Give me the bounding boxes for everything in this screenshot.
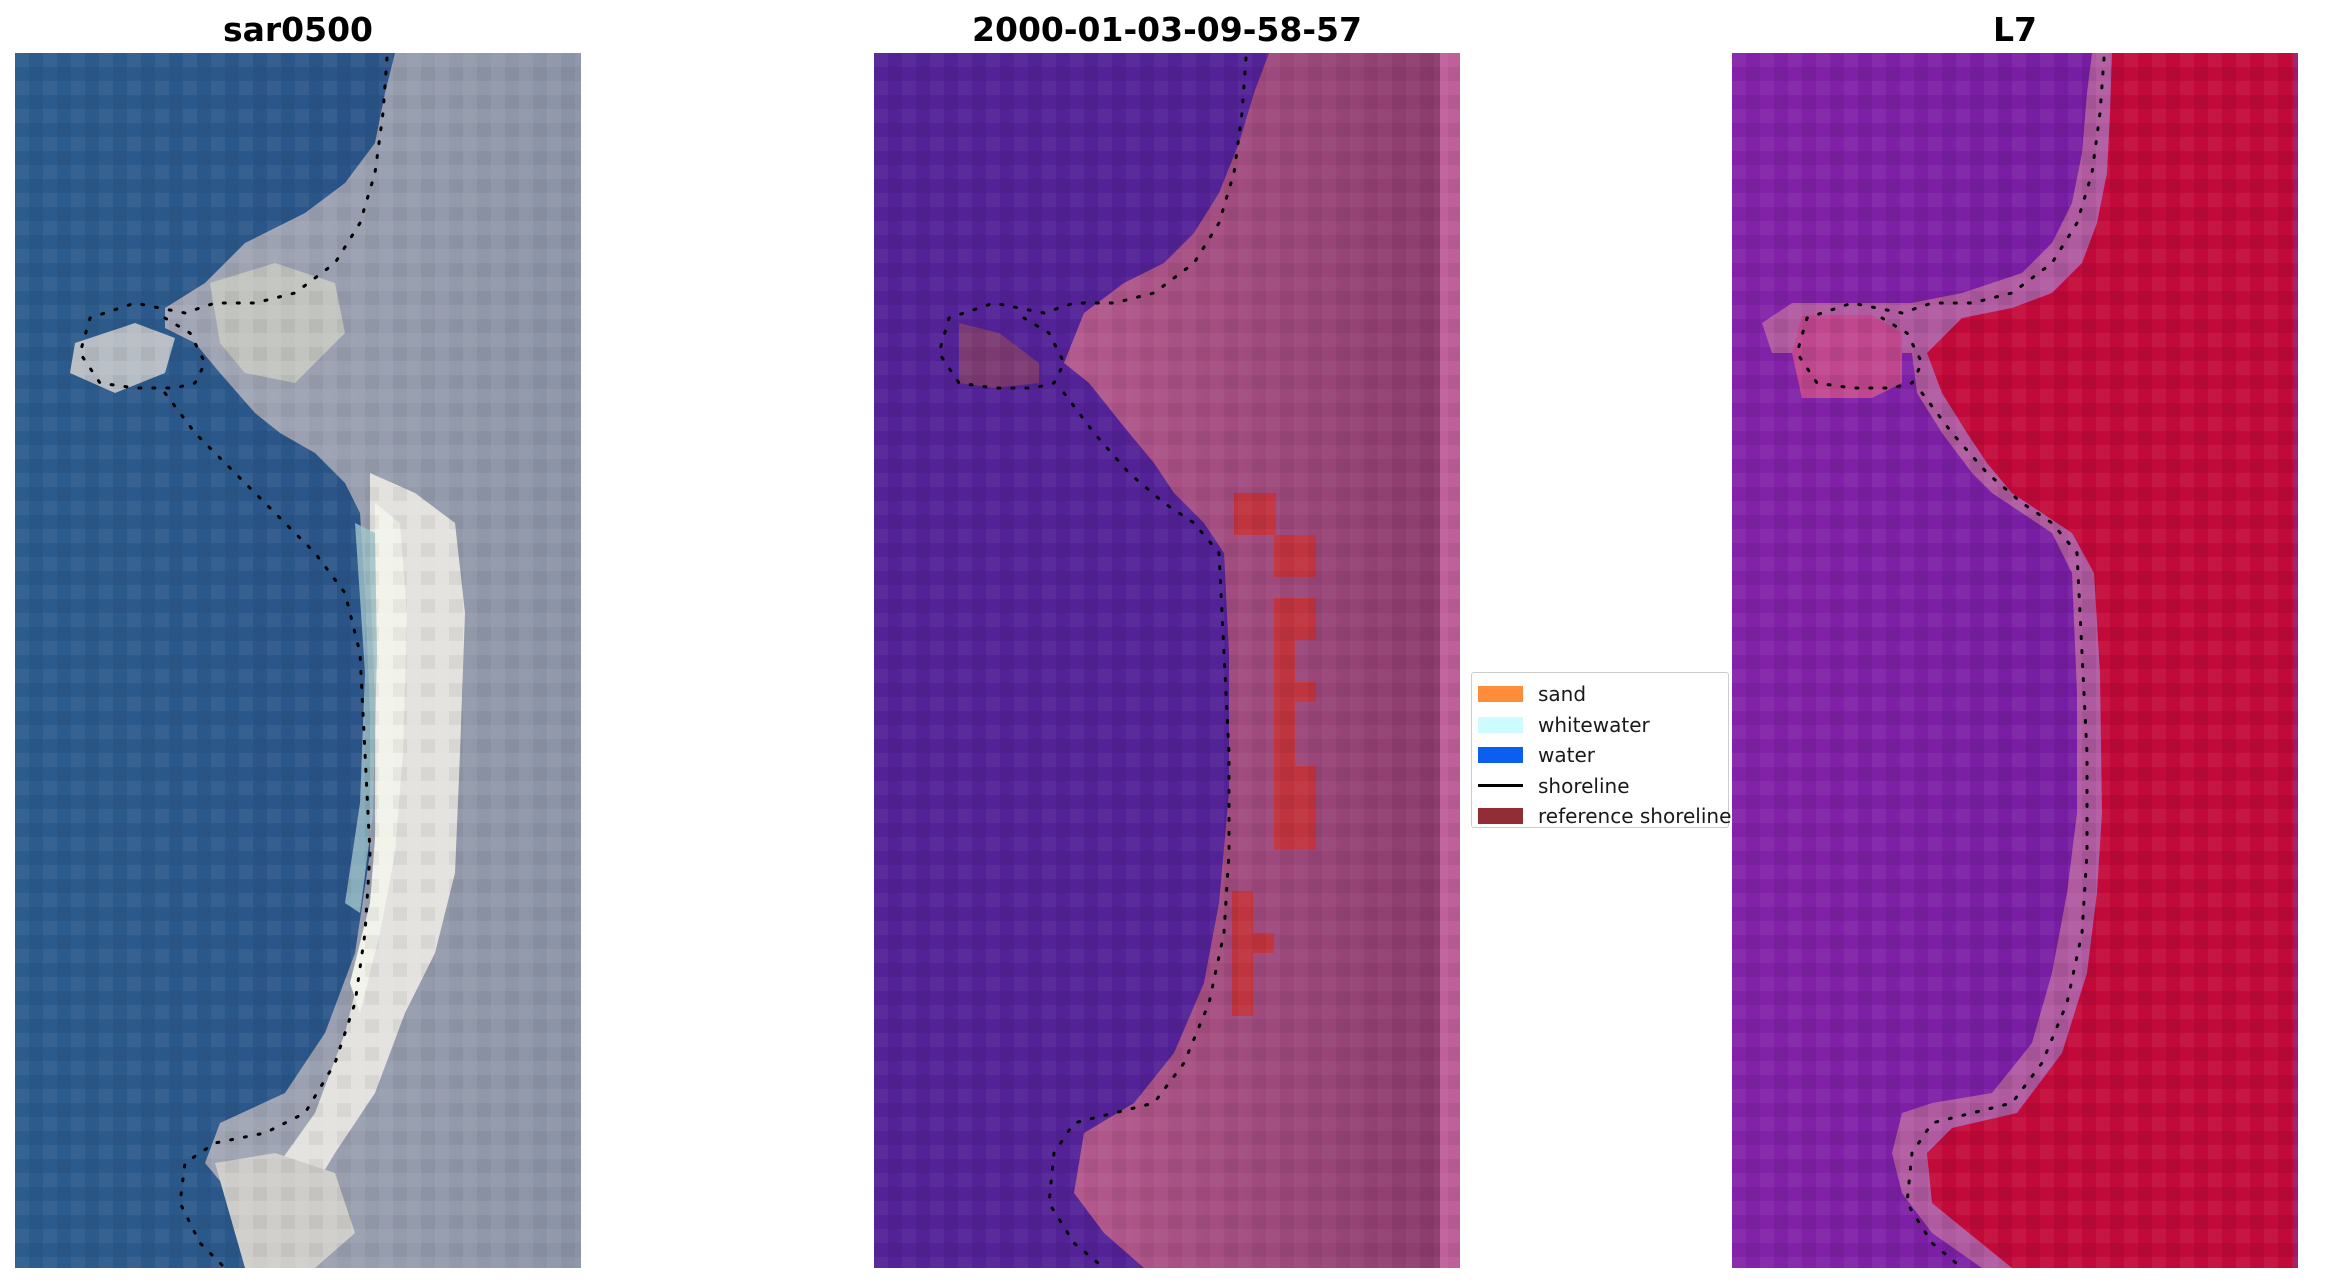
classified-image-panel [874, 53, 1460, 1268]
legend-line-shoreline [1478, 784, 1523, 788]
legend-item-sand: sand [1478, 679, 1728, 710]
legend-swatch-reference-shoreline [1478, 808, 1523, 825]
panel-title-rgb: sar0500 [222, 10, 374, 49]
rgb-image-panel [15, 53, 581, 1268]
legend: sand whitewater water shoreline referenc… [1471, 672, 1731, 828]
shoreline-line [78, 56, 389, 1268]
panel-title-classified: 2000-01-03-09-58-57 [972, 10, 1362, 49]
shoreline-line [1795, 56, 2106, 1268]
legend-item-whitewater: whitewater [1478, 710, 1728, 741]
legend-label: reference shoreline [1538, 804, 1732, 829]
legend-swatch-whitewater [1478, 716, 1523, 733]
legend-swatch-sand [1478, 686, 1523, 703]
legend-swatch-water [1478, 747, 1523, 764]
legend-label: shoreline [1538, 773, 1630, 798]
legend-label: sand [1538, 682, 1587, 707]
legend-label: whitewater [1538, 712, 1650, 737]
pixel-texture [15, 53, 581, 1268]
pixel-texture [1732, 53, 2298, 1268]
index-image-panel [1732, 53, 2298, 1268]
panel-title-index: L7 [1993, 10, 2037, 49]
legend-item-shoreline: shoreline [1478, 771, 1728, 802]
legend-item-reference-shoreline: reference shoreline [1478, 801, 1732, 832]
shoreline-line [937, 56, 1248, 1268]
legend-label: water [1538, 743, 1595, 768]
legend-item-water: water [1478, 740, 1728, 771]
pixel-texture [874, 53, 1460, 1268]
